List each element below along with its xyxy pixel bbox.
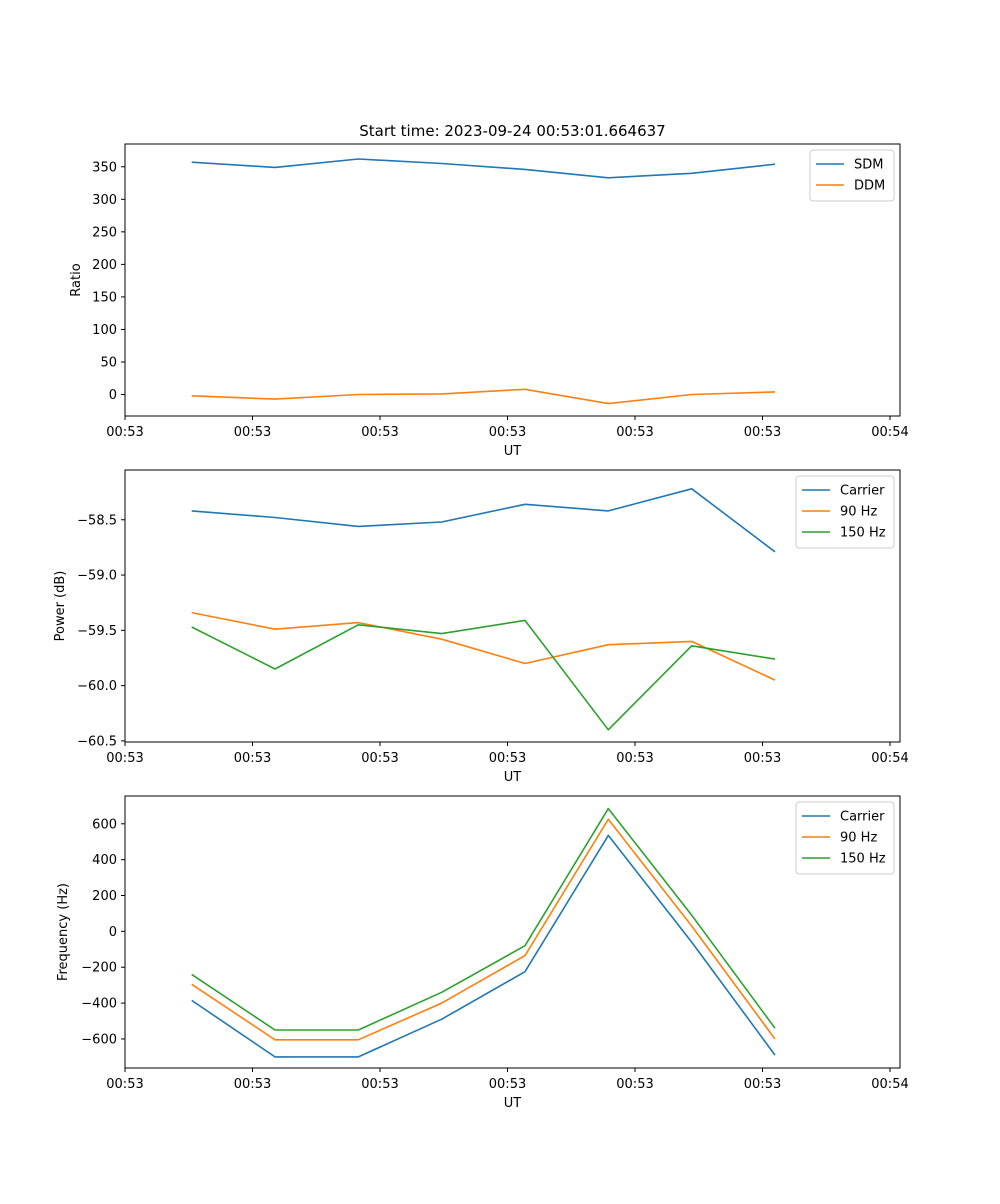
plot-frame bbox=[124, 143, 901, 417]
y-axis-label: Ratio bbox=[69, 263, 84, 296]
chart-panel-2: 00:53 00:53 00:53 00:53 00:53 00:53 00:54 −60.5… bbox=[53, 469, 909, 785]
legend-box bbox=[809, 149, 895, 202]
legend-label: Carrier bbox=[840, 810, 885, 825]
x-tick-label: 00:53 bbox=[361, 751, 398, 766]
legend-label: 150 Hz bbox=[840, 852, 886, 867]
x-tick-label: 00:53 bbox=[361, 425, 398, 440]
y-tick-label: −59.5 bbox=[77, 624, 117, 639]
series-line-150-hz bbox=[191, 619, 776, 731]
x-tick-label: 00:53 bbox=[744, 1077, 781, 1092]
x-axis-label: UT bbox=[504, 1096, 522, 1111]
x-axis-label: UT bbox=[504, 444, 522, 459]
y-axis-label: Power (dB) bbox=[53, 571, 68, 642]
legend-label: DDM bbox=[854, 179, 885, 194]
y-tick-label: 200 bbox=[92, 889, 117, 904]
figure-title: Start time: 2023-09-24 00:53:01.664637 bbox=[359, 122, 665, 140]
x-tick-label: 00:53 bbox=[744, 751, 781, 766]
series-line-sdm bbox=[191, 158, 776, 179]
x-tick-label: 00:53 bbox=[489, 425, 526, 440]
y-tick-label: 0 bbox=[109, 925, 117, 940]
y-tick-label: −600 bbox=[81, 1032, 117, 1047]
y-tick-label: 50 bbox=[100, 355, 117, 370]
x-tick-label: 00:53 bbox=[361, 1077, 398, 1092]
legend: Carrier 90 Hz 150 Hz bbox=[795, 801, 895, 875]
y-tick-label: 350 bbox=[92, 160, 117, 175]
y-axis-label: Frequency (Hz) bbox=[56, 883, 71, 981]
y-tick-label: −200 bbox=[81, 961, 117, 976]
x-tick-label: 00:53 bbox=[106, 751, 143, 766]
series-line-90-hz bbox=[191, 818, 776, 1041]
series-line-90-hz bbox=[191, 611, 776, 681]
x-tick-label: 00:53 bbox=[234, 751, 271, 766]
y-tick-label: 100 bbox=[92, 323, 117, 338]
y-tick-label: 200 bbox=[92, 258, 117, 273]
legend-label: 90 Hz bbox=[840, 831, 877, 846]
series-line-ddm bbox=[191, 388, 776, 405]
x-tick-label: 00:53 bbox=[616, 751, 653, 766]
legend-box bbox=[795, 801, 895, 875]
x-tick-label: 00:53 bbox=[234, 1077, 271, 1092]
plot-frame bbox=[124, 469, 901, 743]
y-tick-label: 600 bbox=[92, 817, 117, 832]
series-line-carrier bbox=[191, 487, 776, 553]
series-line-carrier bbox=[191, 834, 776, 1058]
legend-label: Carrier bbox=[840, 484, 885, 499]
legend-box bbox=[795, 475, 895, 549]
x-tick-label: 00:53 bbox=[616, 1077, 653, 1092]
x-tick-label: 00:53 bbox=[106, 1077, 143, 1092]
x-axis-label: UT bbox=[504, 770, 522, 785]
x-tick-label: 00:53 bbox=[744, 425, 781, 440]
x-tick-label: 00:53 bbox=[489, 1077, 526, 1092]
series-line-150-hz bbox=[191, 807, 776, 1031]
x-tick-label: 00:53 bbox=[616, 425, 653, 440]
x-tick-label: 00:54 bbox=[871, 751, 908, 766]
y-tick-label: −59.0 bbox=[77, 569, 117, 584]
x-tick-label: 00:53 bbox=[106, 425, 143, 440]
x-tick-label: 00:53 bbox=[234, 425, 271, 440]
legend-label: 90 Hz bbox=[840, 505, 877, 520]
x-tick-label: 00:53 bbox=[489, 751, 526, 766]
legend: Carrier 90 Hz 150 Hz bbox=[795, 475, 895, 549]
legend-label: SDM bbox=[854, 158, 883, 173]
y-tick-label: −58.5 bbox=[77, 513, 117, 528]
y-tick-label: −400 bbox=[81, 997, 117, 1012]
y-tick-label: 150 bbox=[92, 290, 117, 305]
x-tick-label: 00:54 bbox=[871, 1077, 908, 1092]
legend: SDM DDM bbox=[809, 149, 895, 202]
x-tick-label: 00:54 bbox=[871, 425, 908, 440]
chart-panel-3: 00:53 00:53 00:53 00:53 00:53 00:53 00:54 −600 −… bbox=[56, 795, 909, 1111]
y-tick-label: 0 bbox=[109, 388, 117, 403]
plot-frame bbox=[124, 795, 901, 1069]
y-tick-label: −60.0 bbox=[77, 679, 117, 694]
y-tick-label: 400 bbox=[92, 853, 117, 868]
y-tick-label: 300 bbox=[92, 193, 117, 208]
legend-label: 150 Hz bbox=[840, 526, 886, 541]
chart-panel-1: 00:53 00:53 00:53 00:53 00:53 00:53 00:54 0 50 10… bbox=[69, 143, 909, 459]
y-tick-label: 250 bbox=[92, 225, 117, 240]
y-tick-label: −60.5 bbox=[77, 734, 117, 749]
